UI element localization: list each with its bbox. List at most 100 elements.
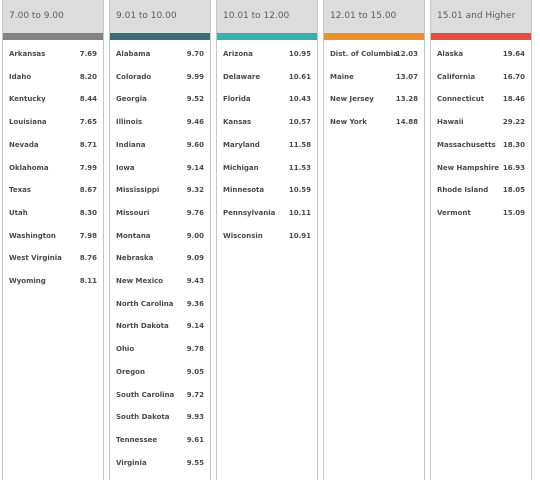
state-value: 8.30 [79,208,97,217]
list-item: Arizona 10.95 [217,50,317,64]
list-item: Virginia 9.55 [110,459,210,473]
state-name: Idaho [9,72,32,81]
column-header: 7.00 to 9.00 [3,0,103,33]
state-value: 9.93 [186,413,204,422]
state-name: Ohio [116,345,135,354]
state-name: New York [330,118,367,127]
list-item: New Mexico 9.43 [110,277,210,291]
state-value: 9.36 [186,299,204,308]
state-name: South Dakota [116,413,170,422]
state-value: 10.61 [288,72,311,81]
state-name: New Hampshire [437,163,500,172]
state-name: New Mexico [116,277,164,285]
state-value: 9.61 [186,435,204,444]
state-value: 9.32 [186,186,204,195]
state-value: 9.09 [186,254,204,263]
list-item: North Dakota 9.14 [110,322,210,336]
state-name: Maryland [223,140,260,149]
list-item: Rhode Island 18.05 [431,186,531,200]
state-name: California [437,72,476,81]
state-name: Michigan [223,163,259,172]
state-name: Pennsylvania [223,208,276,217]
column-header: 9.01 to 10.00 [110,0,210,33]
state-name: Nevada [9,140,39,149]
column-header: 12.01 to 15.00 [324,0,424,33]
state-value: 8.11 [79,277,97,285]
state-value: 9.14 [186,163,204,172]
column-color-bar [431,33,531,40]
range-column: 12.01 to 15.00 Dist. of Columbia 12.03 Main… [323,0,425,480]
range-column: 15.01 and Higher Alaska 19.64 California 16.… [430,0,532,480]
state-name: Iowa [116,163,135,172]
state-value: 12.03 [395,50,418,58]
state-value: 7.65 [79,118,97,127]
state-name: Texas [9,186,31,195]
range-column: 9.01 to 10.00 Alabama 9.70 Colorado 9.99 Geor… [109,0,211,480]
list-item: Nebraska 9.09 [110,254,210,268]
state-name: Connecticut [437,95,485,104]
list-item: Oklahoma 7.99 [3,164,103,178]
column-color-bar [3,33,103,40]
state-name: Mississippi [116,186,160,195]
state-name: Tennessee [116,435,158,444]
state-value: 18.05 [502,186,525,195]
list-item: New Hampshire 16.93 [431,164,531,178]
state-value: 29.22 [502,118,525,127]
list-item: Utah 8.30 [3,209,103,223]
list-item: Colorado 9.99 [110,73,210,87]
state-name: New Jersey [330,95,374,104]
state-value: 9.78 [186,345,204,354]
list-item: Louisiana 7.65 [3,118,103,132]
state-value: 10.43 [288,95,311,104]
column-color-bar [324,33,424,40]
list-item: Missouri 9.76 [110,209,210,223]
list-item: Connecticut 18.46 [431,95,531,109]
list-item: California 16.70 [431,73,531,87]
column-header-label: 7.00 to 9.00 [9,11,64,21]
state-value: 9.43 [186,277,204,285]
state-name: Dist. of Columbia [330,50,398,58]
column-header-label: 15.01 and Higher [437,11,516,21]
state-name: Wisconsin [223,231,263,240]
state-name: Hawaii [437,118,464,127]
state-value: 8.44 [79,95,97,104]
state-name: Virginia [116,458,147,467]
state-value: 10.11 [288,208,311,217]
list-item: South Carolina 9.72 [110,391,210,405]
list-item: West Virginia 8.76 [3,254,103,268]
list-item: Massachusetts 18.30 [431,141,531,155]
state-name: Oregon [116,367,145,376]
state-name: Kentucky [9,95,46,104]
state-value: 8.76 [79,254,97,263]
list-item: North Carolina 9.36 [110,300,210,314]
list-item: Iowa 9.14 [110,164,210,178]
list-item: Montana 9.00 [110,232,210,246]
list-item: Washington 7.98 [3,232,103,246]
list-item: Arkansas 7.69 [3,50,103,64]
state-name: Arizona [223,50,253,58]
list-item: Michigan 11.53 [217,164,317,178]
state-name: Rhode Island [437,186,489,195]
column-header-label: 9.01 to 10.00 [116,11,177,21]
state-name: Utah [9,208,28,217]
list-item: Illinois 9.46 [110,118,210,132]
state-value: 9.14 [186,322,204,331]
state-value: 18.46 [502,95,525,104]
state-value: 8.20 [79,72,97,81]
list-item: Wisconsin 10.91 [217,232,317,246]
state-name: Montana [116,231,151,240]
state-value: 10.91 [288,231,311,240]
state-value: 18.30 [502,140,525,149]
state-value: 13.28 [395,95,418,104]
state-name: Wyoming [9,277,46,285]
list-item: Oregon 9.05 [110,368,210,382]
state-name: Indiana [116,140,146,149]
state-value: 9.72 [186,390,204,399]
list-item: Wyoming 8.11 [3,277,103,291]
list-item: Pennsylvania 10.11 [217,209,317,223]
list-item: Kansas 10.57 [217,118,317,132]
state-value: 8.71 [79,140,97,149]
column-color-bar [110,33,210,40]
state-name: Vermont [437,208,471,217]
